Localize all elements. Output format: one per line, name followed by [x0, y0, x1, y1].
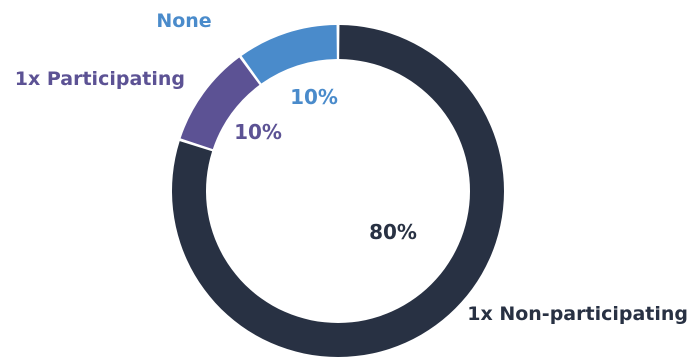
slice-label-1x-participating: 1x Participating — [15, 68, 185, 90]
slice-none — [241, 25, 337, 84]
slice-value-1x-non-participating: 80% — [369, 220, 417, 244]
slice-label-none: None — [156, 10, 211, 32]
donut-labels: 1x Non-participating 80% 1x Participating 1… — [15, 10, 688, 325]
slice-value-1x-participating: 10% — [234, 120, 282, 144]
slice-value-none: 10% — [290, 85, 338, 109]
slice-1x-participating — [180, 57, 260, 150]
donut-slices — [172, 25, 505, 358]
slice-label-1x-non-participating: 1x Non-participating — [467, 303, 688, 325]
